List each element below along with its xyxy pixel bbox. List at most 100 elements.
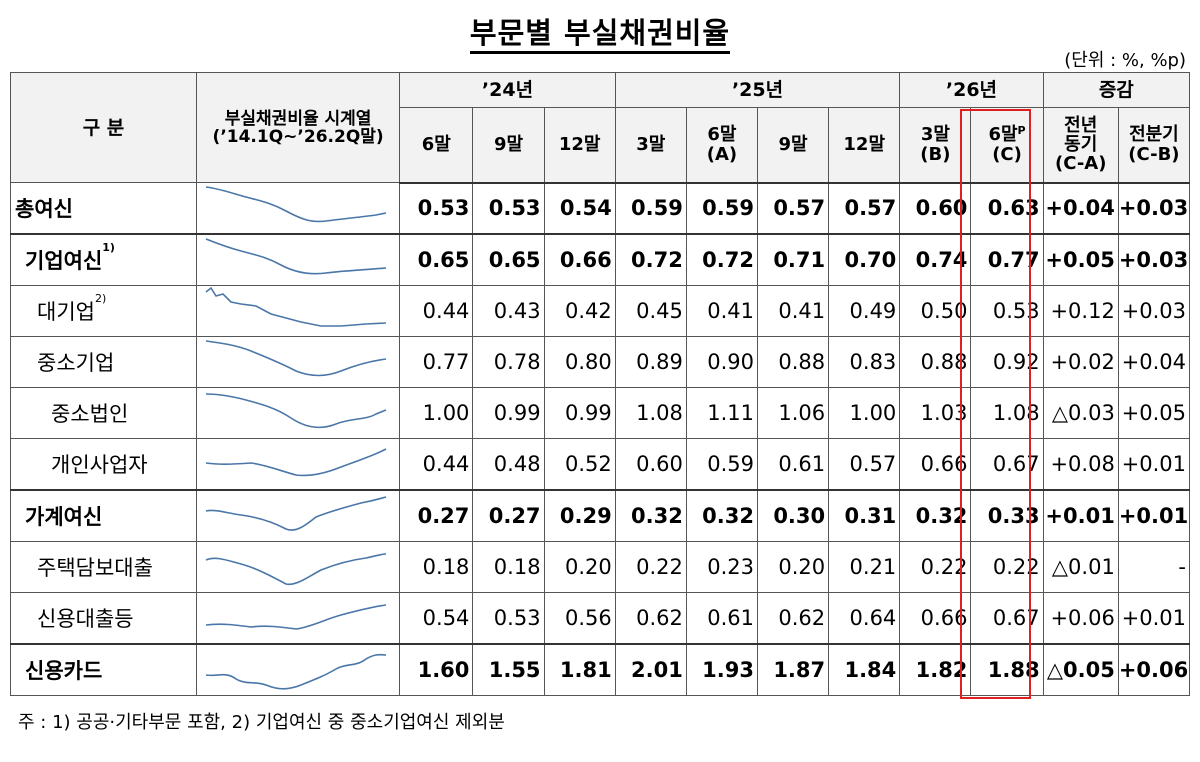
row-label: 중소기업: [37, 351, 115, 375]
value-cell: 1.55: [472, 643, 545, 696]
value-cell: 0.52: [543, 438, 616, 491]
value-cell: 1.82: [899, 643, 972, 696]
value-cell: 0.22: [614, 541, 687, 593]
value-cell: +0.01: [1117, 592, 1191, 645]
value-cell: 0.99: [543, 387, 616, 439]
value-cell: 0.62: [614, 592, 687, 645]
value-cell: 0.56: [543, 592, 616, 645]
sparkline: [195, 489, 401, 542]
value-cell: 0.62: [756, 592, 830, 645]
header-yoy: 전년 동기 (C-A): [1042, 107, 1119, 184]
row-label: 중소법인: [51, 402, 129, 426]
header-25-sep: 9말: [756, 107, 830, 184]
value-cell: 0.92: [970, 336, 1044, 388]
value-cell: 0.63: [970, 182, 1044, 235]
value-cell: 0.32: [899, 489, 972, 542]
header-qoq: 전분기 (C-B): [1117, 107, 1191, 184]
value-cell: 0.65: [472, 233, 545, 286]
header-25-jun: 6말 (A): [685, 107, 759, 184]
value-cell: 0.27: [399, 489, 474, 542]
table-row: 중소법인 1.00 0.99 0.99 1.08 1.11 1.06 1.00 1.03 1.08…: [10, 387, 1191, 439]
sparkline: [195, 541, 401, 593]
value-cell: 0.66: [899, 592, 972, 645]
value-cell: 1.00: [399, 387, 474, 439]
value-cell: 0.57: [828, 182, 901, 235]
unit-label: (단위 : %, %p): [1064, 50, 1186, 71]
row-label: 총여신: [15, 197, 73, 221]
value-cell: 0.42: [543, 285, 616, 337]
value-cell: 0.89: [614, 336, 687, 388]
footnote: 주 : 1) 공공·기타부문 포함, 2) 기업여신 중 중소기업여신 제외분: [18, 712, 505, 733]
row-category: 대기업2): [10, 285, 197, 337]
row-category: 총여신: [10, 182, 197, 235]
value-cell: 0.72: [614, 233, 687, 286]
value-cell: 0.88: [899, 336, 972, 388]
header-25-mar: 3말: [614, 107, 687, 184]
value-cell: -: [1117, 541, 1191, 593]
sparkline: [195, 643, 401, 696]
value-cell: +0.04: [1042, 182, 1119, 235]
table-row: 주택담보대출 0.18 0.18 0.20 0.22 0.23 0.20 0.21 0.22 0.…: [10, 541, 1191, 593]
table-row: 신용대출등 0.54 0.53 0.56 0.62 0.61 0.62 0.64 0.66 0.6…: [10, 592, 1191, 645]
value-cell: 0.66: [543, 233, 616, 286]
value-cell: 0.27: [472, 489, 545, 542]
value-cell: 0.57: [756, 182, 830, 235]
table-row: 신용카드 1.60 1.55 1.81 2.01 1.93 1.87 1.84 1.82 1.88…: [10, 643, 1191, 696]
value-cell: +0.01: [1117, 489, 1191, 542]
row-category: 중소기업: [10, 336, 197, 388]
page-title: 부문별 부실채권비율: [0, 10, 1200, 54]
row-label: 주택담보대출: [37, 556, 153, 580]
header-26-jun: 6말P (C): [970, 107, 1044, 184]
value-cell: +0.03: [1117, 285, 1191, 337]
value-cell: 0.44: [399, 438, 474, 491]
value-cell: 0.77: [399, 336, 474, 388]
value-cell: 0.60: [614, 438, 687, 491]
table-row: 중소기업 0.77 0.78 0.80 0.89 0.90 0.88 0.83 0.88 0.92…: [10, 336, 1191, 388]
value-cell: +0.05: [1117, 387, 1191, 439]
value-cell: +0.02: [1042, 336, 1119, 388]
header-category: 구 분: [10, 72, 197, 183]
value-cell: 0.83: [828, 336, 901, 388]
header-25-dec: 12말: [828, 107, 901, 184]
value-cell: 1.03: [899, 387, 972, 439]
value-cell: 0.59: [685, 182, 759, 235]
value-cell: △0.01: [1042, 541, 1119, 593]
value-cell: 0.77: [970, 233, 1044, 286]
value-cell: 0.65: [399, 233, 474, 286]
row-label: 신용카드: [25, 659, 103, 683]
value-cell: 0.72: [685, 233, 759, 286]
value-cell: 1.93: [685, 643, 759, 696]
value-cell: +0.06: [1042, 592, 1119, 645]
row-label: 기업여신: [25, 249, 103, 273]
value-cell: 1.60: [399, 643, 474, 696]
footnote-marker: 1): [102, 241, 115, 254]
value-cell: 0.70: [828, 233, 901, 286]
value-cell: 0.71: [756, 233, 830, 286]
value-cell: 0.32: [685, 489, 759, 542]
value-cell: 0.20: [756, 541, 830, 593]
value-cell: 1.11: [685, 387, 759, 439]
footnote-marker: 2): [94, 292, 107, 305]
value-cell: +0.01: [1042, 489, 1119, 542]
value-cell: 0.41: [685, 285, 759, 337]
sparkline: [195, 387, 401, 439]
value-cell: 0.32: [614, 489, 687, 542]
value-cell: 0.49: [828, 285, 901, 337]
value-cell: 1.06: [756, 387, 830, 439]
value-cell: +0.05: [1042, 233, 1119, 286]
value-cell: +0.03: [1117, 233, 1191, 286]
value-cell: +0.01: [1117, 438, 1191, 491]
value-cell: 1.84: [828, 643, 901, 696]
row-category: 개인사업자: [10, 438, 197, 491]
value-cell: +0.04: [1117, 336, 1191, 388]
value-cell: 0.57: [828, 438, 901, 491]
row-category: 신용대출등: [10, 592, 197, 645]
header-24-dec: 12말: [543, 107, 616, 184]
value-cell: 1.81: [543, 643, 616, 696]
sparkline: [195, 336, 401, 388]
value-cell: 1.00: [828, 387, 901, 439]
header-26-mar: 3말 (B): [899, 107, 972, 184]
value-cell: 2.01: [614, 643, 687, 696]
value-cell: 0.23: [685, 541, 759, 593]
table-row: 기업여신1) 0.65 0.65 0.66 0.72 0.72 0.71 0.70 0.74 0.…: [10, 233, 1191, 286]
